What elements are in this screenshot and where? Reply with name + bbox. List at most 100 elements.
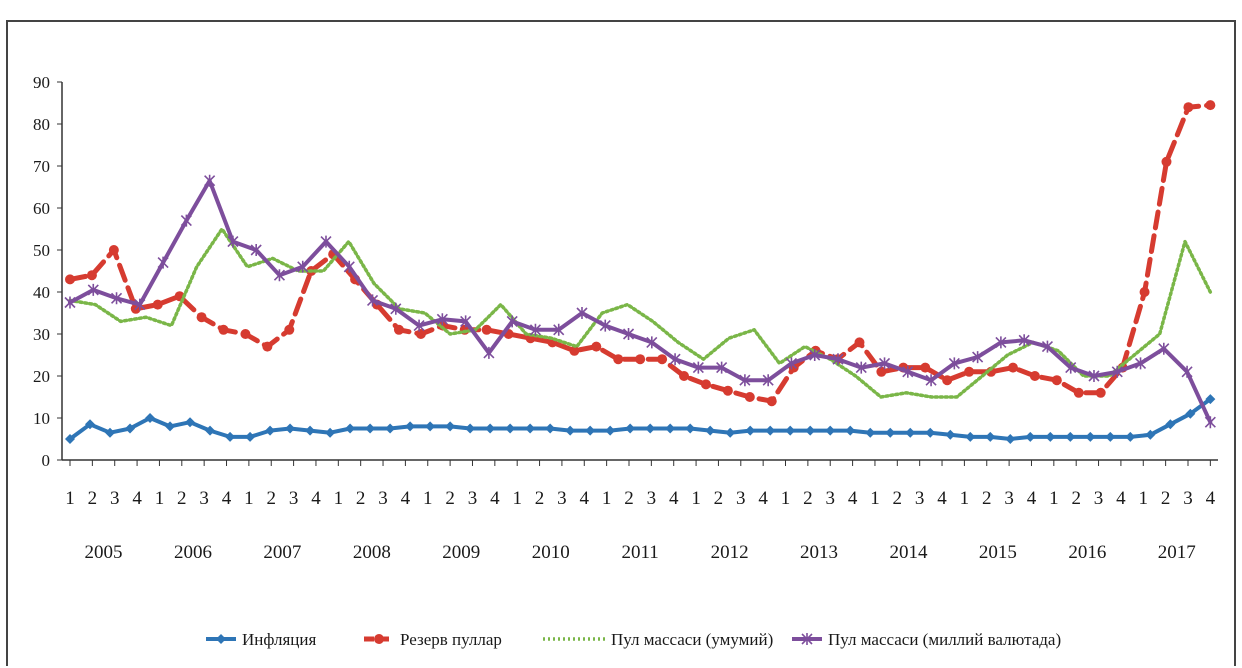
data-point (320, 235, 332, 248)
data-point (692, 361, 704, 374)
data-point (110, 292, 123, 305)
data-point (1025, 431, 1036, 442)
data-point (569, 345, 580, 356)
data-point (1041, 340, 1054, 353)
year-label: 2010 (532, 542, 570, 563)
x-tick-label: 1 (1139, 488, 1149, 509)
year-label: 2013 (800, 542, 838, 563)
data-point (245, 431, 256, 442)
data-point (485, 423, 496, 434)
data-point (1181, 365, 1193, 378)
year-labels: 2005 2006 2007 2008 2009 2010 2011 2012 2013 2014… (85, 542, 1196, 563)
year-label: 2014 (889, 542, 928, 563)
y-tick-label: 90 (33, 73, 50, 92)
year-label: 2005 (85, 542, 123, 563)
data-point (525, 423, 536, 434)
y-tick-label: 70 (33, 157, 50, 176)
x-tick-label: 1 (870, 488, 880, 509)
x-tick-label: 1 (691, 488, 701, 509)
data-point (65, 434, 75, 444)
x-tick-label: 2 (624, 488, 634, 509)
data-point (265, 425, 276, 436)
data-point (1073, 387, 1084, 398)
data-point (1205, 100, 1216, 111)
data-point (964, 366, 975, 377)
data-point (622, 328, 635, 340)
y-tick-label: 10 (33, 409, 50, 428)
x-tick-label: 1 (65, 488, 75, 509)
x-tick-label: 4 (580, 488, 590, 509)
year-label: 2012 (711, 542, 749, 563)
data-point (415, 329, 426, 339)
data-point (481, 324, 492, 335)
x-tick-label: 1 (781, 488, 791, 509)
data-point (343, 260, 355, 273)
data-point (1105, 431, 1116, 442)
y-tick-label: 30 (33, 325, 50, 344)
data-point (855, 361, 867, 374)
data-point (1065, 431, 1076, 442)
data-point (529, 323, 542, 336)
data-point (85, 419, 96, 430)
data-point (505, 423, 516, 434)
data-point (1111, 365, 1123, 378)
year-label: 2011 (622, 542, 659, 563)
legend-item: Пул массаси (миллий валютада) (792, 630, 1061, 649)
x-tick-label: 1 (1049, 488, 1059, 509)
data-point (250, 244, 262, 256)
data-point (240, 329, 251, 339)
data-point (805, 425, 816, 436)
data-point (325, 427, 336, 438)
data-point (902, 365, 914, 378)
data-point (809, 349, 821, 361)
x-tick-label: 1 (602, 488, 612, 509)
x-tick-label: 3 (199, 488, 209, 509)
data-point (152, 299, 163, 310)
x-tick-label: 4 (848, 488, 858, 509)
data-point (545, 423, 556, 434)
data-point (722, 385, 733, 396)
data-point (445, 421, 456, 432)
x-tick-label: 1 (423, 488, 433, 509)
data-point (87, 283, 99, 296)
data-point (385, 423, 396, 434)
data-point (1204, 416, 1216, 429)
data-point (1183, 102, 1194, 113)
y-tick-label: 0 (42, 451, 51, 470)
data-point (374, 634, 384, 644)
series-line (68, 178, 1213, 425)
data-point (762, 374, 774, 387)
data-point (365, 423, 376, 434)
data-point (920, 362, 931, 373)
x-tick-label: 1 (244, 488, 254, 509)
data-point (878, 357, 891, 370)
y-tick-label: 20 (33, 367, 50, 386)
data-point (1095, 387, 1106, 398)
data-point (625, 423, 636, 434)
data-point (705, 425, 716, 436)
x-tick-label: 4 (669, 488, 679, 509)
data-point (134, 298, 146, 311)
data-point (565, 425, 576, 436)
data-point (1085, 431, 1096, 442)
data-point (1065, 361, 1077, 374)
data-point (865, 427, 876, 438)
data-point (985, 431, 996, 442)
data-point (284, 324, 295, 335)
data-point (157, 256, 169, 269)
x-tick-label: 3 (825, 488, 835, 509)
data-point (262, 341, 273, 352)
data-point (942, 375, 953, 386)
x-tick-label: 3 (557, 488, 567, 509)
data-point (765, 425, 776, 436)
x-tick-label: 2 (445, 488, 455, 509)
data-point (64, 296, 76, 309)
legend-label: Пул массаси (умумий) (611, 630, 773, 649)
data-point (854, 337, 865, 348)
series-3 (68, 227, 1213, 399)
x-tick-label: 4 (222, 488, 232, 509)
x-tick-label: 2 (714, 488, 724, 509)
year-label: 2017 (1158, 542, 1196, 563)
data-point (995, 336, 1007, 349)
